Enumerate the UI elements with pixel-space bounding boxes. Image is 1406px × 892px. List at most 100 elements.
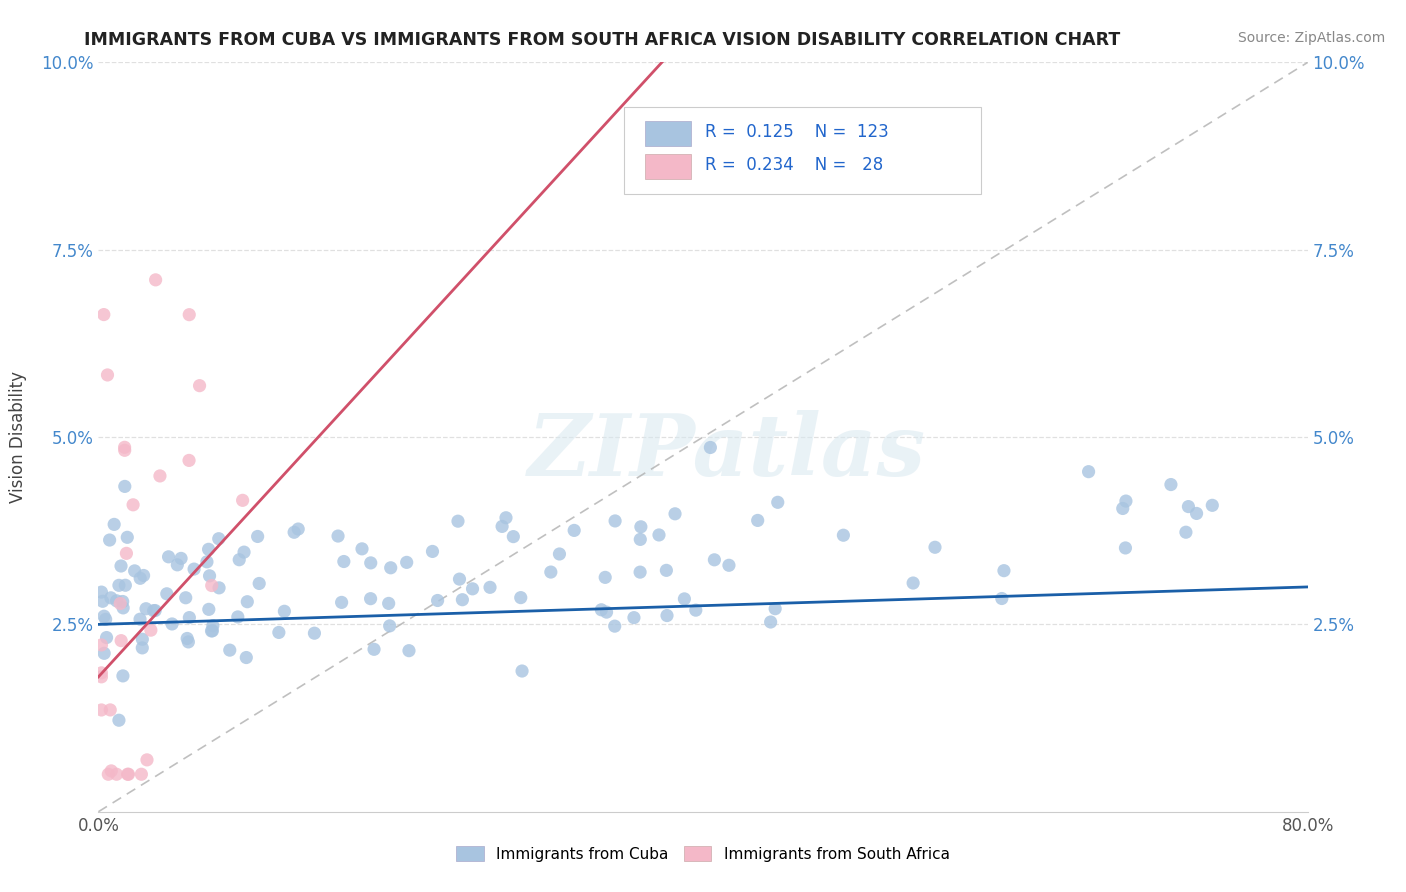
Point <box>766 495 789 509</box>
Point <box>763 601 786 615</box>
Point <box>304 626 326 640</box>
Point <box>540 565 562 579</box>
Point <box>993 564 1015 578</box>
Point <box>139 623 162 637</box>
Point <box>111 669 134 683</box>
Point <box>135 601 157 615</box>
Point <box>131 632 153 647</box>
Point <box>350 541 373 556</box>
Point <box>100 764 122 778</box>
Point <box>114 578 136 592</box>
Point <box>591 603 613 617</box>
Point <box>174 591 197 605</box>
Point <box>90 665 112 680</box>
Text: ZIPatlas: ZIPatlas <box>529 410 927 494</box>
Point <box>145 273 167 287</box>
Point <box>630 520 652 534</box>
Point <box>100 591 122 605</box>
Point <box>114 443 136 458</box>
Point <box>156 587 179 601</box>
Point <box>398 643 420 657</box>
Point <box>117 530 139 544</box>
Point <box>129 612 152 626</box>
Point <box>136 753 159 767</box>
Point <box>93 308 115 322</box>
Point <box>124 564 146 578</box>
Point <box>183 562 205 576</box>
Point <box>422 544 444 558</box>
Point <box>495 510 517 524</box>
Point <box>201 624 224 638</box>
FancyBboxPatch shape <box>624 107 981 194</box>
Point <box>208 532 231 546</box>
Point <box>114 440 136 454</box>
Point <box>363 642 385 657</box>
Point <box>510 664 533 678</box>
Point <box>246 529 269 543</box>
Point <box>1160 477 1182 491</box>
Point <box>122 498 145 512</box>
Point <box>98 703 121 717</box>
Point <box>90 703 112 717</box>
Point <box>901 576 924 591</box>
Point <box>283 525 305 540</box>
Point <box>378 619 401 633</box>
Point <box>562 524 585 538</box>
Point <box>991 591 1014 606</box>
Point <box>655 608 678 623</box>
Point <box>176 632 198 646</box>
Point <box>664 507 686 521</box>
Point <box>247 576 270 591</box>
Point <box>97 767 120 781</box>
Point <box>179 308 201 322</box>
Point <box>233 545 256 559</box>
Point <box>129 571 152 585</box>
Point <box>377 596 399 610</box>
Point <box>673 591 696 606</box>
Point <box>924 541 946 555</box>
Point <box>703 553 725 567</box>
Text: R =  0.125    N =  123: R = 0.125 N = 123 <box>706 123 889 141</box>
Point <box>1177 500 1199 514</box>
Point <box>628 533 651 547</box>
Point <box>105 594 128 608</box>
Point <box>267 625 290 640</box>
Point <box>142 604 165 618</box>
Point <box>195 555 218 569</box>
Point <box>149 469 172 483</box>
Point <box>94 612 117 626</box>
Point <box>330 595 353 609</box>
Point <box>360 591 382 606</box>
Point <box>273 604 295 618</box>
Point <box>117 767 139 781</box>
Point <box>131 640 153 655</box>
Text: R =  0.234    N =   28: R = 0.234 N = 28 <box>706 156 883 174</box>
Point <box>208 581 231 595</box>
Point <box>1114 541 1136 555</box>
Point <box>236 595 259 609</box>
Text: Source: ZipAtlas.com: Source: ZipAtlas.com <box>1237 31 1385 45</box>
Point <box>91 594 114 608</box>
Point <box>96 631 118 645</box>
Point <box>98 533 121 547</box>
Point <box>110 597 132 611</box>
Point <box>132 568 155 582</box>
Point <box>201 618 224 632</box>
Point <box>90 670 112 684</box>
Point <box>1201 499 1223 513</box>
Point <box>110 633 132 648</box>
Point <box>548 547 571 561</box>
Point <box>226 610 249 624</box>
Point <box>218 643 240 657</box>
Point <box>235 650 257 665</box>
Point <box>1185 507 1208 521</box>
Point <box>90 585 112 599</box>
Point <box>108 713 131 727</box>
Point <box>449 572 471 586</box>
Point <box>177 453 200 467</box>
Point <box>1112 501 1135 516</box>
Point <box>287 522 309 536</box>
Point <box>115 546 138 560</box>
Point <box>360 556 382 570</box>
Point <box>479 580 502 594</box>
